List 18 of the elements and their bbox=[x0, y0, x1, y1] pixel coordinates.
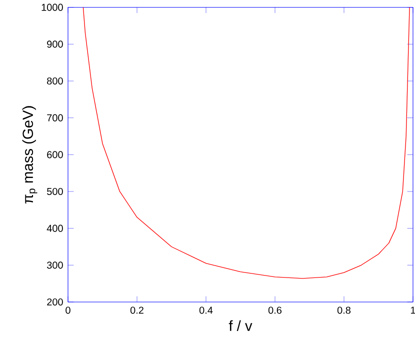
y-tick-label: 300 bbox=[46, 262, 63, 269]
x-tick-label: 0.2 bbox=[130, 306, 144, 314]
line-series bbox=[82, 7, 410, 279]
y-tick-label: 600 bbox=[47, 151, 63, 158]
x-tick-label: 0.6 bbox=[268, 306, 282, 314]
x-tick-label: 0 bbox=[66, 306, 70, 314]
y-tick-label: 400 bbox=[46, 224, 63, 232]
y-tick-label: 700 bbox=[47, 114, 63, 122]
x-axis-title: f / v bbox=[228, 320, 252, 332]
y-tick-label: 800 bbox=[47, 77, 63, 85]
y-tick-label: 500 bbox=[47, 188, 63, 196]
y-tick-label: 200 bbox=[47, 298, 63, 306]
y-tick-label: 1000 bbox=[42, 4, 63, 11]
x-tick-label: 0.8 bbox=[337, 306, 351, 314]
x-tick-label: 0.4 bbox=[199, 306, 213, 314]
y-tick-label: 900 bbox=[47, 40, 63, 48]
x-tick-label: 1 bbox=[410, 306, 415, 314]
y-axis-title: π$_{p}$ mass (GeV) bbox=[22, 106, 38, 204]
